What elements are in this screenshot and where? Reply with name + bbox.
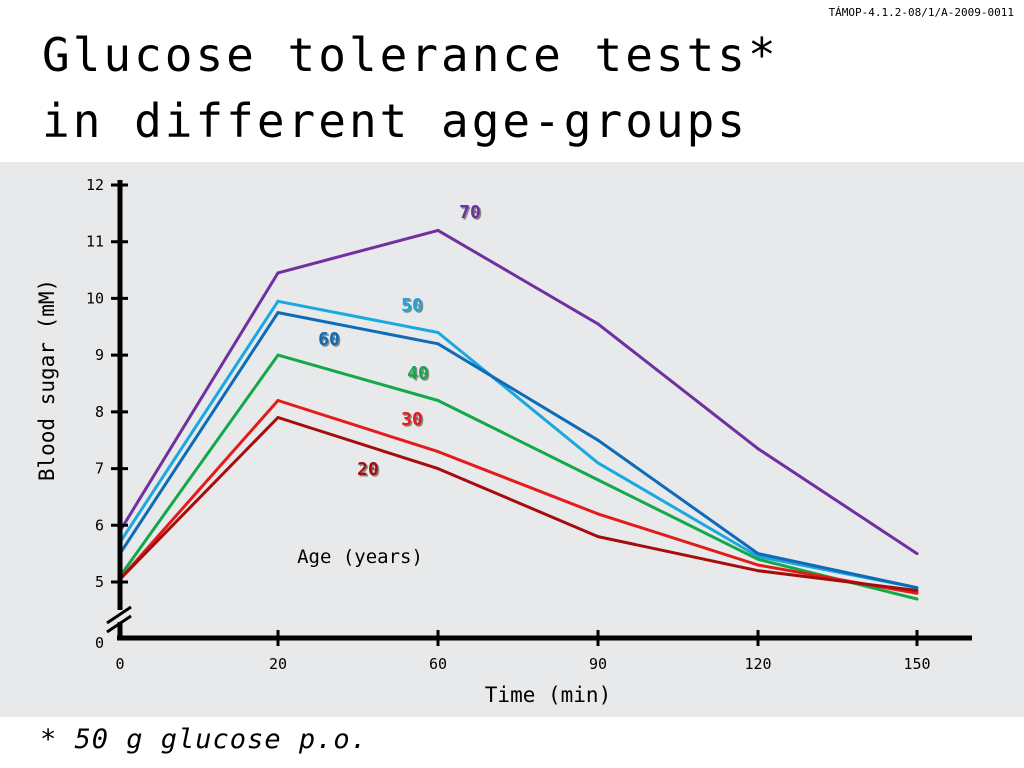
data-point-50-20	[276, 299, 280, 303]
document-code: TÁMOP-4.1.2-08/1/A-2009-0011	[828, 6, 1014, 19]
axis-break-mark-2	[106, 614, 132, 634]
x-tick-label-150: 150	[903, 655, 930, 673]
data-point-60-20	[276, 311, 280, 315]
data-point-30-20	[276, 399, 280, 402]
series-line-50	[118, 299, 918, 590]
y-tick-label-9: 9	[95, 346, 104, 364]
series-label-70: 70	[459, 202, 481, 223]
y-tick-label-10: 10	[86, 289, 104, 307]
series-layer	[118, 228, 919, 601]
slide-title-line-1: Glucose tolerance tests*	[42, 28, 779, 82]
data-point-40-120	[756, 557, 760, 561]
data-point-20-120	[756, 569, 760, 573]
series-line-20	[118, 416, 918, 592]
series-line-30	[118, 399, 918, 595]
data-point-30-150	[915, 591, 919, 595]
y-tick-label-6: 6	[95, 516, 104, 534]
data-point-50-90	[596, 461, 600, 465]
series-label-60: 60	[318, 329, 340, 350]
series-label-20: 20	[357, 459, 379, 480]
data-point-60-150	[915, 586, 919, 590]
chart-panel: 0 5 6 7 8 9 10 11 12 0 20 60 90 120 150 Time (min) Blo…	[0, 162, 1024, 717]
series-line-60	[118, 311, 918, 590]
data-point-40-90	[596, 478, 600, 482]
data-point-60-60	[436, 342, 440, 346]
data-point-20-150	[915, 589, 919, 592]
data-point-20-90	[596, 535, 600, 539]
y-tick-label-7: 7	[95, 460, 104, 478]
data-point-70-20	[276, 271, 280, 275]
series-label-40: 40	[407, 363, 429, 384]
series-label-shadow-30: 30	[403, 411, 425, 432]
data-point-50-120	[756, 555, 760, 558]
y-tick-label-5: 5	[95, 573, 104, 591]
legend-title: Age (years)	[297, 546, 423, 568]
x-tick-label-120: 120	[744, 655, 771, 673]
data-point-70-120	[756, 447, 760, 451]
series-label-shadow-20: 20	[359, 461, 381, 482]
x-tick-label-20: 20	[269, 655, 287, 673]
data-point-50-60	[436, 331, 440, 334]
series-label-shadow-50: 50	[403, 297, 425, 318]
data-point-70-150	[915, 552, 919, 556]
data-point-60-90	[596, 438, 600, 442]
data-point-30-90	[596, 512, 600, 516]
data-point-70-60	[436, 228, 440, 232]
data-point-40-60	[436, 399, 440, 402]
footnote: * 50 g glucose p.o.	[40, 724, 368, 755]
x-tick-label-0: 0	[115, 655, 124, 673]
x-tick-label-60: 60	[429, 655, 447, 673]
axes-layer	[106, 180, 972, 641]
slide-title: Glucose tolerance tests* in different ag…	[42, 22, 779, 154]
data-point-30-120	[756, 563, 760, 567]
labels-layer: Time (min) Blood sugar (mM) Age (years)	[35, 279, 611, 707]
y-tick-label-8: 8	[95, 403, 104, 421]
x-tick-label-90: 90	[589, 655, 607, 673]
y-tick-label-0: 0	[95, 634, 104, 652]
data-point-30-60	[436, 450, 440, 454]
data-point-20-60	[436, 467, 440, 471]
series-line-40	[118, 353, 918, 601]
y-tick-label-11: 11	[86, 233, 104, 251]
slide-title-line-2: in different age-groups	[42, 94, 748, 148]
y-axis-title: Blood sugar (mM)	[35, 279, 59, 481]
series-label-shadow-40: 40	[409, 365, 431, 386]
x-axis-title: Time (min)	[485, 683, 611, 707]
axis-break-mark-1	[106, 605, 132, 625]
data-point-70-90	[596, 322, 600, 326]
data-point-40-20	[276, 353, 280, 357]
data-point-20-20	[276, 416, 280, 419]
series-label-shadow-60: 60	[320, 331, 342, 352]
series-label-50: 50	[401, 295, 423, 316]
series-label-30: 30	[401, 409, 423, 430]
data-point-40-150	[915, 597, 919, 601]
y-tick-label-12: 12	[86, 176, 104, 194]
data-point-60-120	[756, 552, 760, 556]
series-line-70	[118, 228, 918, 555]
series-label-shadow-70: 70	[461, 204, 483, 225]
